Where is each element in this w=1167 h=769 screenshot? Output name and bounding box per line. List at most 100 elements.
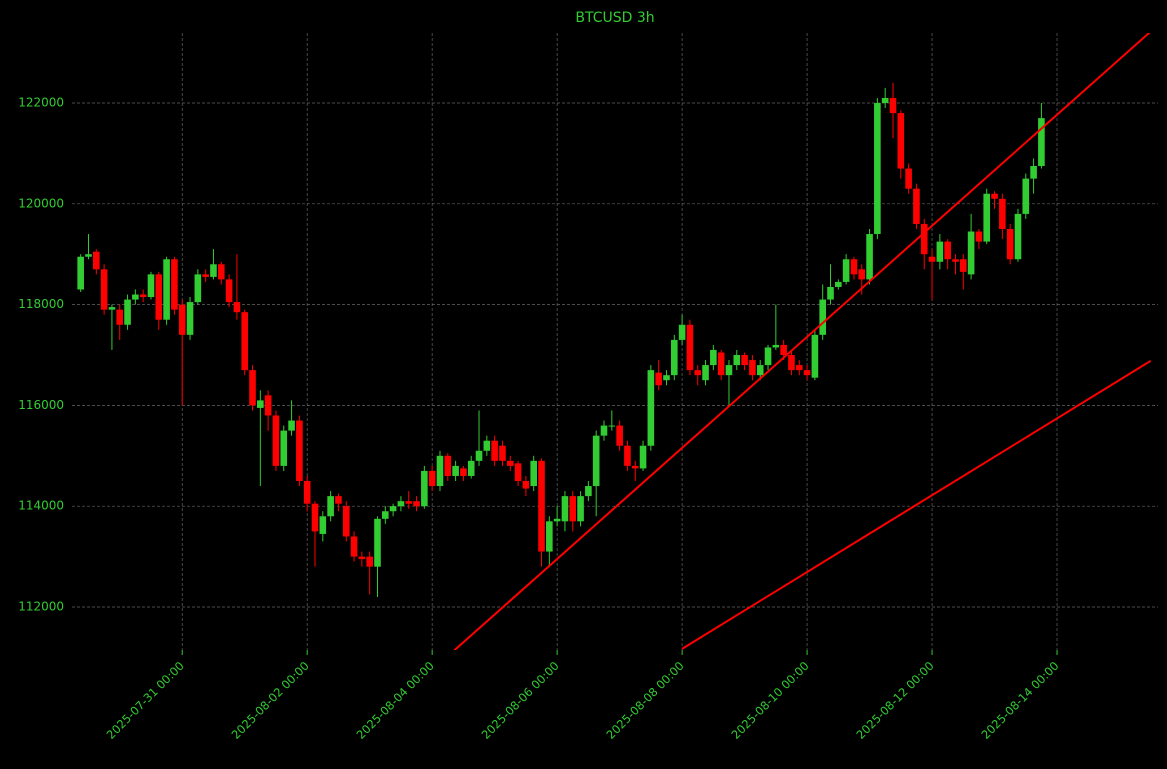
candle-body <box>374 518 381 567</box>
candle <box>241 309 249 376</box>
candle <box>460 465 467 482</box>
candle <box>827 264 834 305</box>
candle-body <box>366 556 373 567</box>
candle <box>670 334 678 381</box>
candle-body <box>772 344 780 348</box>
candle-body <box>928 256 936 262</box>
candle <box>374 516 381 597</box>
candle <box>428 465 436 492</box>
candle-body <box>381 511 389 519</box>
candle-body <box>788 355 795 371</box>
candle <box>600 420 608 441</box>
candle <box>319 511 327 542</box>
candle-body <box>1038 118 1045 167</box>
candle <box>155 271 163 330</box>
candle-body <box>155 274 163 320</box>
candle-body <box>436 455 444 487</box>
candle <box>569 491 577 532</box>
candle-body <box>663 375 670 381</box>
trend-line <box>681 359 1152 650</box>
candle-body <box>303 481 311 504</box>
candle-body <box>514 463 522 482</box>
candle <box>647 365 655 451</box>
candle <box>577 491 584 527</box>
candle <box>842 254 850 285</box>
candle-body <box>171 259 178 310</box>
candle <box>491 435 498 466</box>
candle-body <box>952 259 959 262</box>
candle-body <box>335 496 342 504</box>
candle-body <box>741 355 748 366</box>
candle <box>85 234 92 260</box>
candle-body <box>866 234 873 280</box>
candle-body <box>108 307 116 310</box>
candle <box>296 415 303 487</box>
candle <box>124 294 131 330</box>
y-tick-label: 116000 <box>18 398 64 412</box>
candle <box>452 460 459 482</box>
candle <box>905 163 912 194</box>
candle-body <box>202 274 209 277</box>
candle-body <box>585 486 592 497</box>
candle <box>553 506 561 527</box>
candle <box>272 410 280 471</box>
candle <box>764 344 772 371</box>
candle-body <box>600 425 608 436</box>
candle <box>920 218 928 270</box>
candle-body <box>132 294 139 300</box>
candle-body <box>100 269 108 310</box>
candle-body <box>116 309 124 325</box>
candle-body <box>577 496 584 522</box>
candle <box>725 360 733 406</box>
candle <box>210 249 217 280</box>
candle <box>991 191 998 209</box>
candle-body <box>842 259 850 282</box>
candle <box>264 390 272 431</box>
candle-body <box>249 370 256 406</box>
candle-body <box>624 445 631 466</box>
candle-body <box>467 460 475 476</box>
candle-body <box>163 259 170 320</box>
candle <box>108 304 116 350</box>
candle-body <box>288 420 295 431</box>
y-tick-label: 120000 <box>18 196 64 210</box>
candle-body <box>319 516 327 534</box>
candle <box>538 458 545 567</box>
candle-body <box>569 496 577 522</box>
candle <box>616 420 623 451</box>
candle-body <box>421 470 428 507</box>
candle <box>952 254 959 275</box>
candle <box>381 506 389 524</box>
candle <box>631 460 639 482</box>
y-tick-label: 114000 <box>18 499 64 513</box>
candle-body <box>311 503 319 532</box>
candle-body <box>124 299 131 325</box>
candle <box>694 365 702 386</box>
candle <box>100 264 108 315</box>
candle <box>772 304 780 350</box>
candle-body <box>881 97 889 104</box>
candle-body <box>233 302 241 313</box>
candle <box>592 430 600 517</box>
candle <box>850 256 858 280</box>
candle-body <box>983 193 991 242</box>
candle <box>999 193 1006 240</box>
candle-body <box>413 501 420 507</box>
candle-body <box>1030 166 1037 179</box>
candle <box>413 496 420 512</box>
candle <box>655 360 662 391</box>
candle <box>717 349 725 381</box>
candle <box>585 481 592 502</box>
candle-body <box>647 370 655 446</box>
candle-body <box>936 241 944 262</box>
candle-body <box>608 425 616 427</box>
candle-body <box>460 468 467 476</box>
candle-body <box>756 365 764 376</box>
candle-body <box>991 193 998 199</box>
candle <box>280 425 288 471</box>
candle <box>874 97 881 240</box>
candle-body <box>296 420 303 482</box>
candle <box>835 279 842 290</box>
candle-body <box>592 435 600 487</box>
candle <box>506 455 514 471</box>
